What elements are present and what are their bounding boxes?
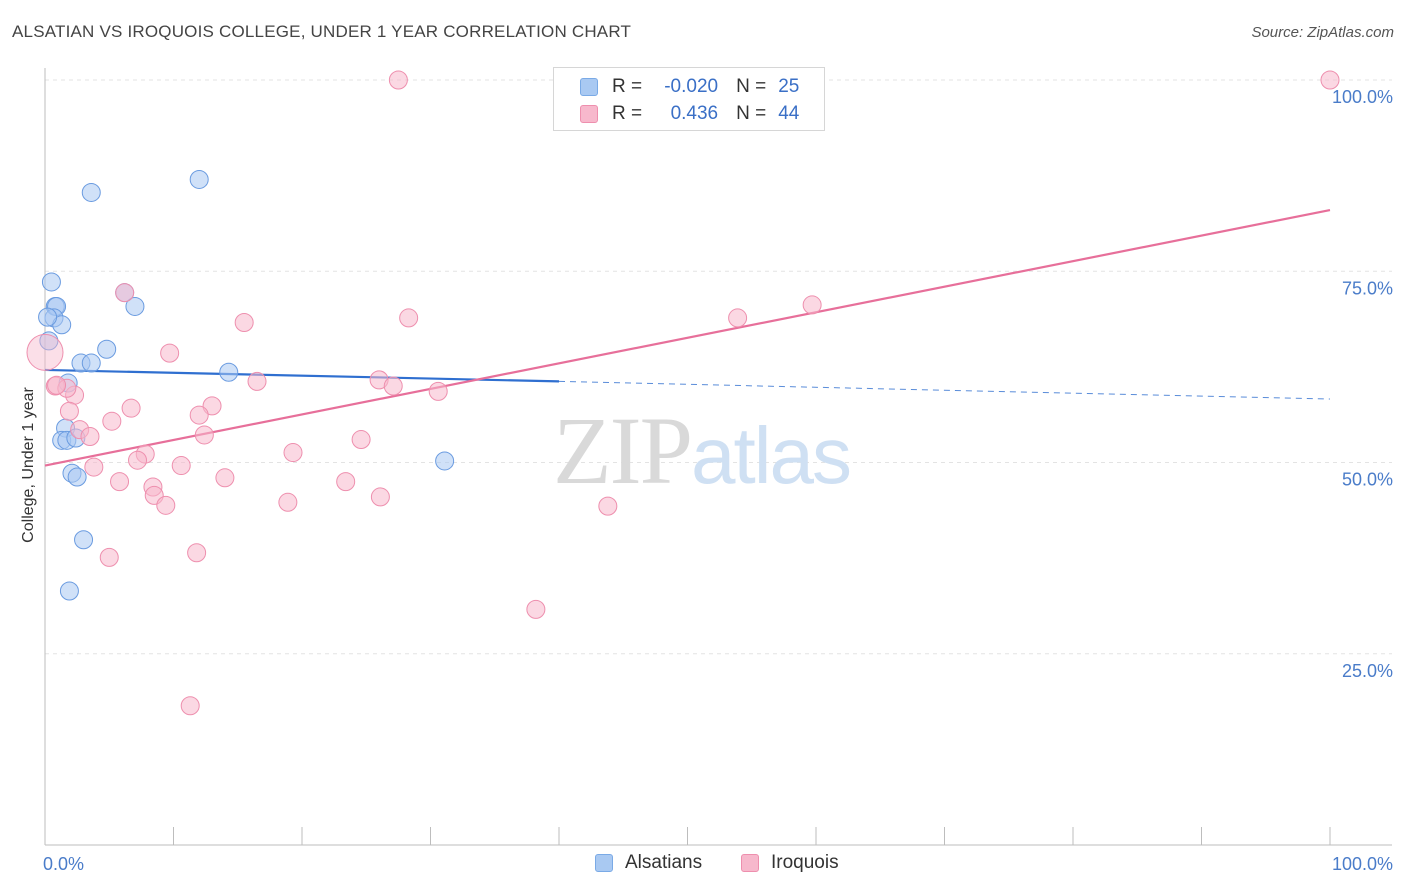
- alsatians-point: [97, 339, 117, 359]
- watermark-zip: ZIP: [553, 397, 693, 504]
- iroquois-point: [84, 457, 104, 477]
- y-axis-title: College, Under 1 year: [20, 387, 37, 543]
- axes: [44, 68, 1392, 846]
- alsatians-point: [125, 296, 145, 316]
- iroquois-point: [171, 456, 191, 476]
- alsatians-point: [67, 467, 87, 487]
- iroquois-point: [428, 381, 448, 401]
- iroquois-point: [26, 333, 64, 371]
- alsatians-trend-extension: [558, 380, 1331, 400]
- alsatians-point: [41, 272, 61, 292]
- legend-item-iroquois[interactable]: Iroquois: [741, 852, 839, 874]
- alsatians-point: [38, 307, 58, 327]
- iroquois-point: [215, 468, 235, 488]
- stats-legend: R = -0.020 N = 25 R = 0.436 N = 44: [553, 67, 825, 131]
- iroquois-point: [202, 396, 222, 416]
- alsatians-point: [219, 362, 239, 382]
- iroquois-point: [388, 70, 408, 90]
- alsatians-legend-swatch: [595, 854, 613, 872]
- r-label: R =: [612, 103, 643, 124]
- alsatians-legend-label: Alsatians: [625, 852, 703, 873]
- iroquois-point: [598, 496, 618, 516]
- iroquois-point: [80, 426, 100, 446]
- iroquois-point: [110, 472, 130, 492]
- x-tick-label: 0.0%: [43, 854, 84, 874]
- iroquois-point: [115, 283, 135, 303]
- iroquois-point: [99, 547, 119, 567]
- n-value: 44: [778, 103, 800, 124]
- iroquois-point: [802, 295, 822, 315]
- iroquois-point: [283, 443, 303, 463]
- x-tick-label: 100.0%: [1332, 854, 1393, 874]
- r-value: -0.020: [664, 76, 719, 97]
- watermark: ZIPatlas: [553, 395, 852, 506]
- iroquois-point: [160, 343, 180, 363]
- iroquois-point: [180, 696, 200, 716]
- iroquois-point: [59, 401, 79, 421]
- iroquois-point: [189, 405, 209, 425]
- r-label: R =: [612, 76, 643, 97]
- legend-row-iroquois: R = 0.436 N = 44: [580, 102, 799, 126]
- iroquois-point: [399, 308, 419, 328]
- data-points: [26, 70, 1340, 716]
- iroquois-point: [247, 371, 267, 391]
- iroquois-point: [102, 411, 122, 431]
- iroquois-point: [526, 599, 546, 619]
- iroquois-point: [234, 313, 254, 333]
- grid-lines: [45, 79, 1392, 655]
- iroquois-point: [370, 487, 390, 507]
- alsatians-swatch: [580, 78, 598, 96]
- n-label: N =: [736, 103, 767, 124]
- iroquois-point: [728, 308, 748, 328]
- iroquois-legend-label: Iroquois: [771, 852, 839, 873]
- n-label: N =: [736, 76, 767, 97]
- iroquois-legend-swatch: [741, 854, 759, 872]
- iroquois-point: [1320, 70, 1340, 90]
- iroquois-point: [194, 425, 214, 445]
- source-label: Source: ZipAtlas.com: [1251, 24, 1394, 41]
- chart-title: ALSATIAN VS IROQUOIS COLLEGE, UNDER 1 YE…: [12, 22, 632, 41]
- iroquois-point: [47, 375, 67, 395]
- iroquois-trend-line: [44, 208, 1331, 467]
- alsatians-point: [74, 530, 94, 550]
- legend-row-alsatians: R = -0.020 N = 25: [580, 75, 799, 99]
- iroquois-point: [278, 492, 298, 512]
- alsatians-point: [435, 451, 455, 471]
- y-tick-label: 50.0%: [1342, 470, 1393, 490]
- iroquois-point: [156, 495, 176, 515]
- alsatians-point: [81, 353, 101, 373]
- iroquois-swatch: [580, 105, 598, 123]
- iroquois-point: [121, 398, 141, 418]
- iroquois-point: [351, 430, 371, 450]
- n-value: 25: [778, 76, 800, 97]
- y-tick-label: 100.0%: [1332, 87, 1393, 107]
- iroquois-point: [383, 376, 403, 396]
- y-tick-label: 25.0%: [1342, 661, 1393, 681]
- iroquois-point: [336, 472, 356, 492]
- alsatians-point: [59, 581, 79, 601]
- tick-labels: 25.0% 50.0% 75.0% 100.0% 0.0% 100.0%: [43, 87, 1393, 874]
- watermark-atlas: atlas: [691, 411, 852, 500]
- trend-lines: [44, 208, 1331, 467]
- alsatians-point: [81, 182, 101, 202]
- r-value: 0.436: [670, 103, 719, 124]
- iroquois-point: [187, 543, 207, 563]
- iroquois-point: [128, 450, 148, 470]
- alsatians-point: [189, 169, 209, 189]
- y-tick-label: 75.0%: [1342, 278, 1393, 298]
- legend-item-alsatians[interactable]: Alsatians: [595, 852, 702, 874]
